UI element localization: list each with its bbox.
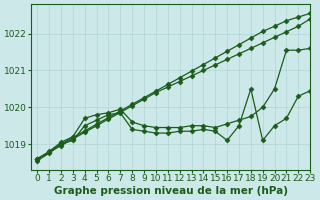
- X-axis label: Graphe pression niveau de la mer (hPa): Graphe pression niveau de la mer (hPa): [54, 186, 288, 196]
